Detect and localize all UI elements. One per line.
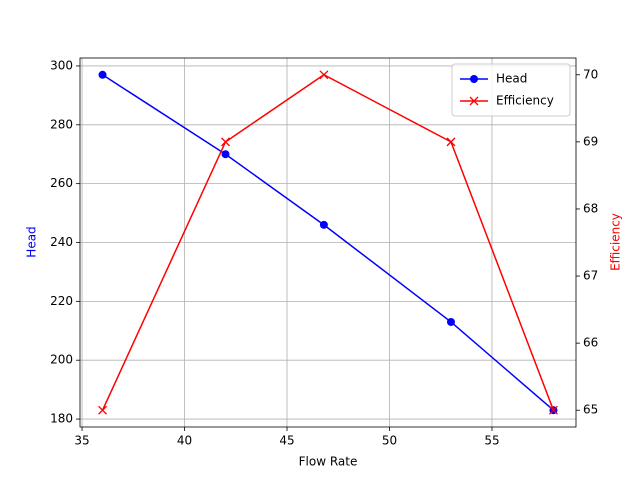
marker <box>446 137 456 147</box>
y-tick-label: 220 <box>50 294 73 308</box>
x-tick-label: 55 <box>484 434 499 448</box>
y2-axis-label: Efficiency <box>609 213 623 271</box>
y-tick-label: 240 <box>50 235 73 249</box>
marker <box>319 70 329 80</box>
legend-box <box>451 63 571 117</box>
y2-tick-label: 68 <box>583 201 598 215</box>
legend-label: Efficiency <box>496 94 554 108</box>
y-tick-label: 200 <box>50 353 73 367</box>
y2-tick-label: 66 <box>583 336 598 350</box>
y-tick-label: 300 <box>50 58 73 72</box>
y-axis-label: Head <box>25 226 39 257</box>
x-tick-label: 35 <box>74 434 89 448</box>
y2-tick-label: 65 <box>583 403 598 417</box>
x-tick-label: 40 <box>177 434 192 448</box>
marker <box>221 137 230 147</box>
legend-marker <box>469 96 479 106</box>
y2-tick-label: 70 <box>583 67 598 81</box>
x-tick-label: 50 <box>382 434 397 448</box>
plot-frame <box>79 57 577 428</box>
y2-tick-label: 69 <box>583 134 598 148</box>
marker <box>548 405 558 415</box>
marker <box>221 150 230 159</box>
y-tick-label: 280 <box>50 117 73 131</box>
marker <box>446 317 455 326</box>
y-tick-label: 180 <box>50 412 73 426</box>
marker <box>98 405 108 415</box>
marker <box>98 70 107 79</box>
y2-tick-label: 67 <box>583 269 598 283</box>
legend-marker <box>470 75 478 83</box>
marker <box>319 220 328 229</box>
x-tick-label: 45 <box>279 434 294 448</box>
x-axis-label: Flow Rate <box>299 455 358 469</box>
y-tick-label: 260 <box>50 176 73 190</box>
legend-label: Head <box>496 72 527 86</box>
